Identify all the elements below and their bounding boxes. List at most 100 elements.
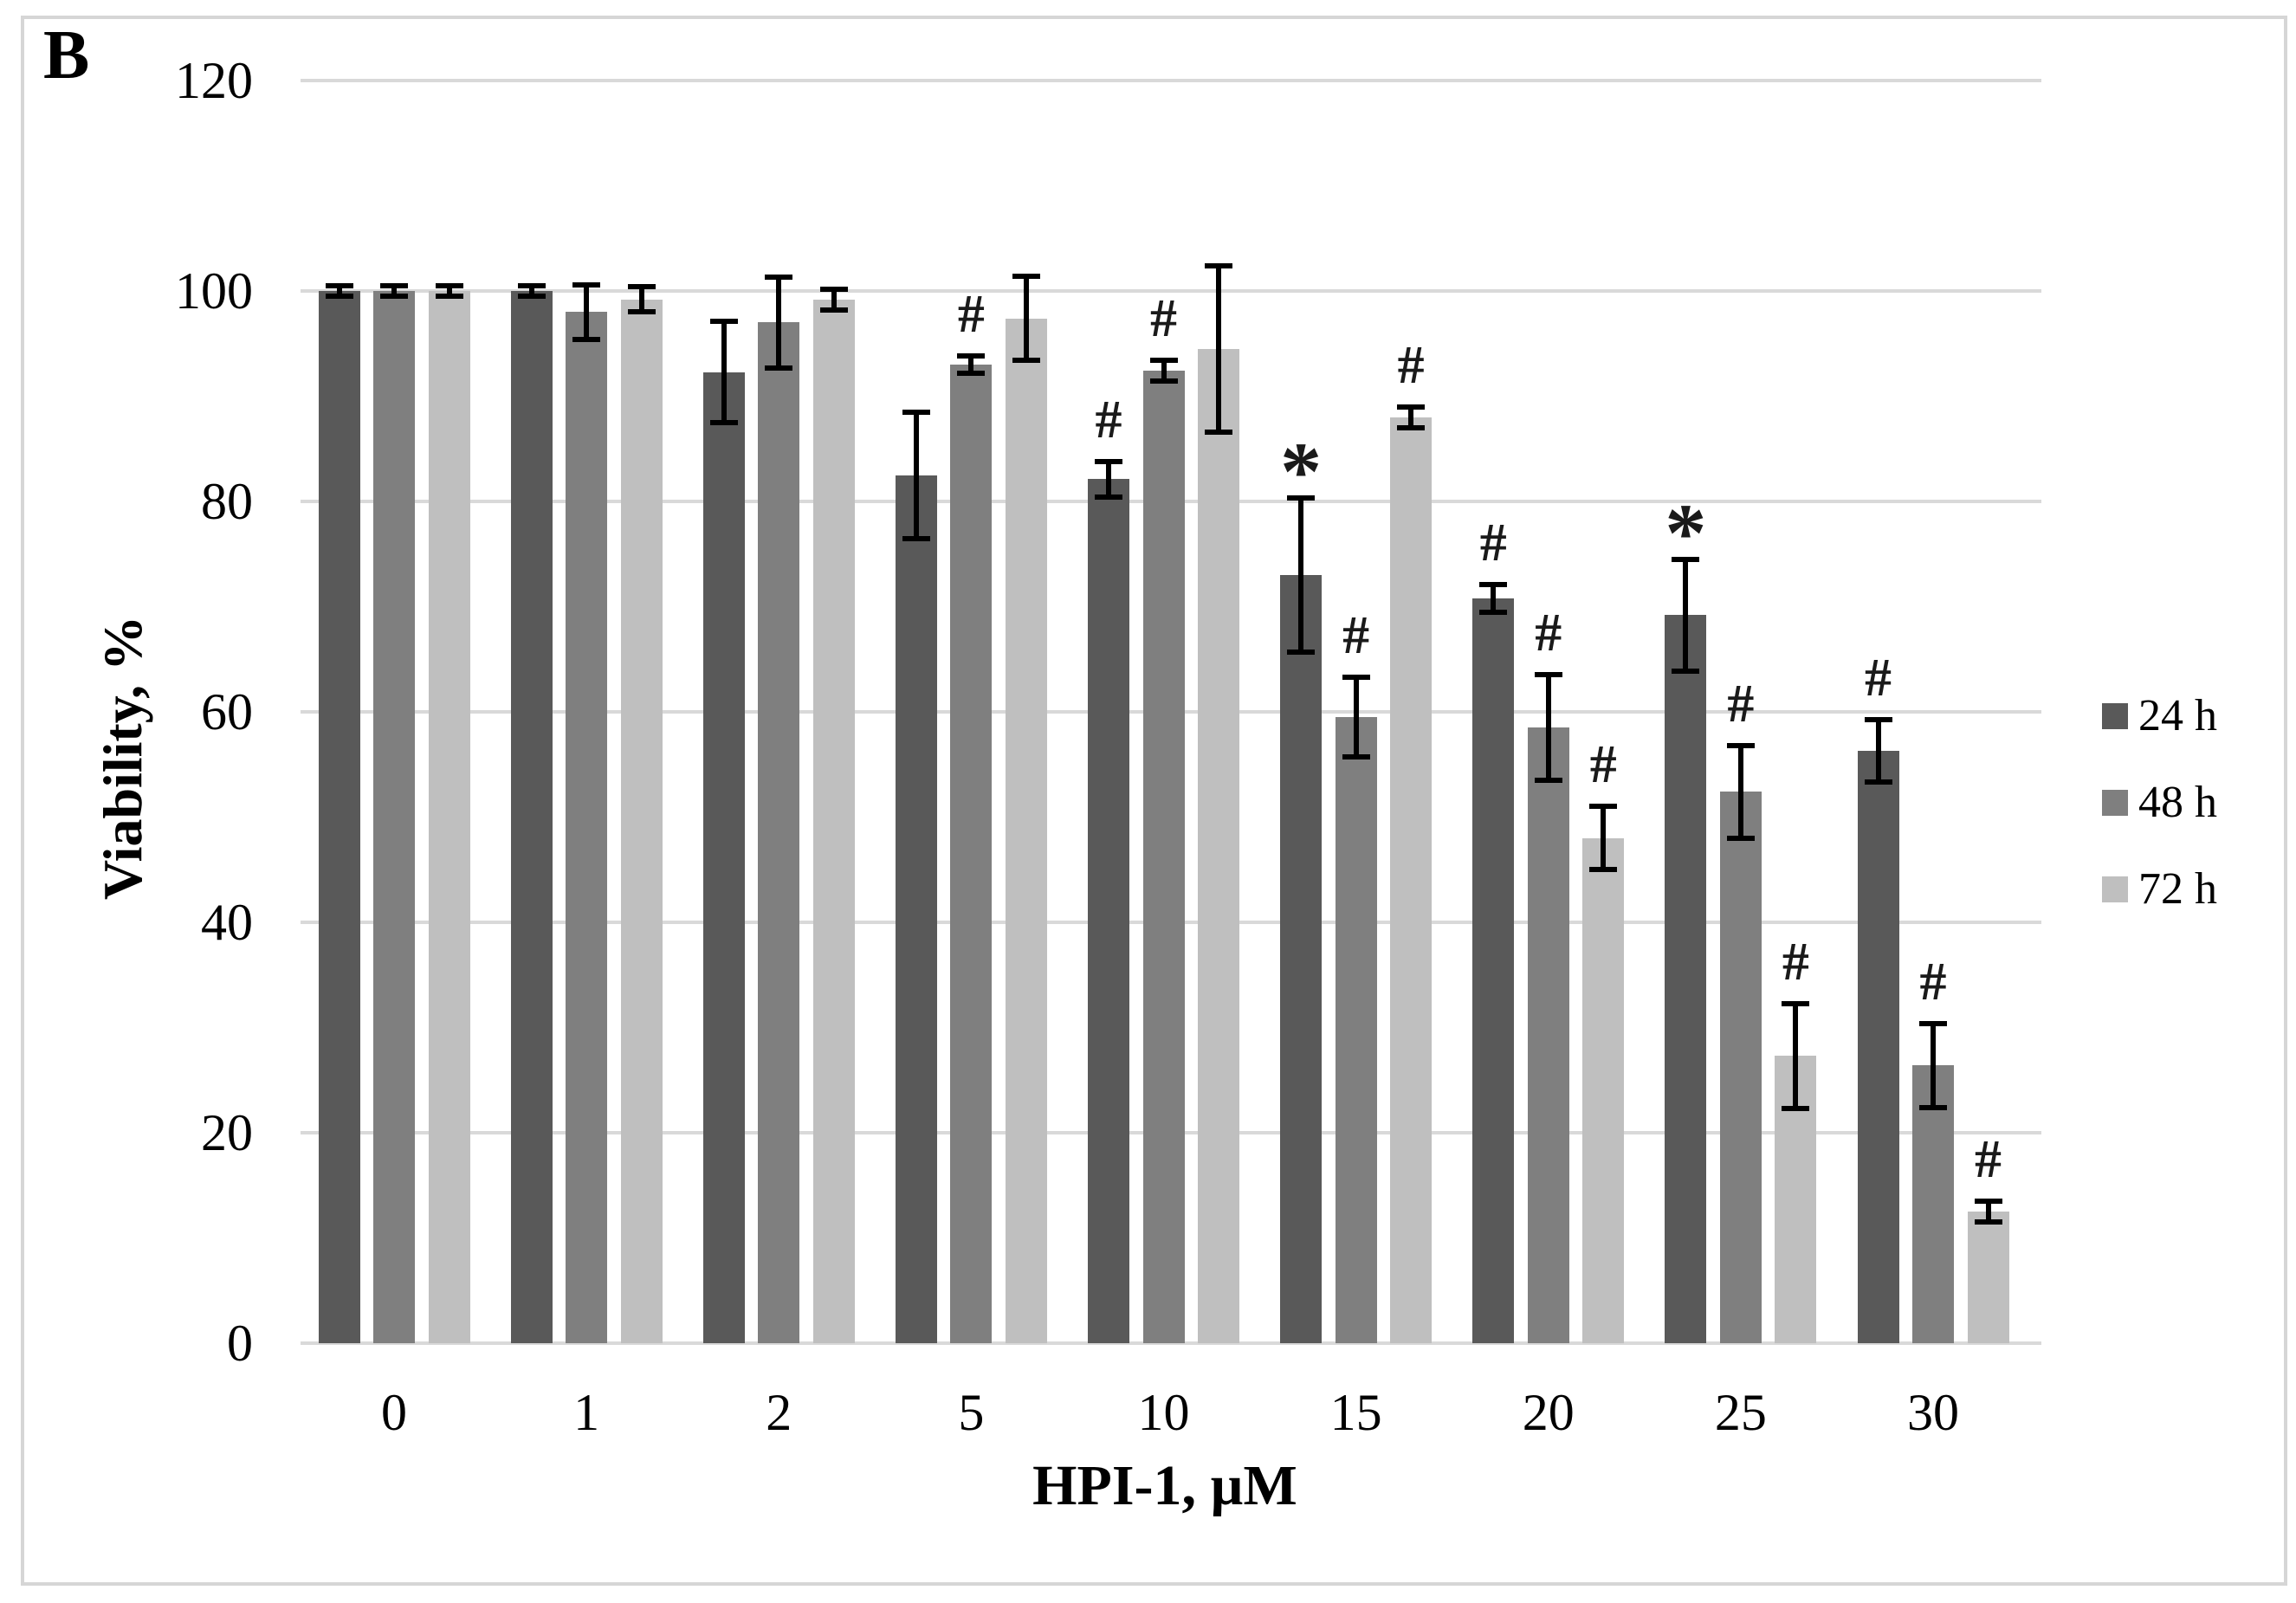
- bar-72h-2: [812, 299, 855, 1343]
- bar-24h-1: [510, 291, 553, 1343]
- error-bar-cap: [709, 419, 738, 425]
- error-bar-cap: [572, 281, 601, 288]
- panel-label: B: [43, 17, 90, 94]
- legend-item: 48 h: [2102, 777, 2217, 829]
- error-bar-cap: [435, 294, 463, 300]
- legend-marker-icon: [2102, 703, 2128, 729]
- bar-72h-1: [620, 299, 663, 1343]
- bar-24h-10: [1088, 479, 1129, 1343]
- error-bar-whisker: [391, 285, 397, 297]
- error-bar-cap: [957, 370, 986, 376]
- error-bar-cap: [1479, 609, 1508, 615]
- error-bar-whisker: [446, 285, 452, 297]
- legend-item: 24 h: [2102, 690, 2217, 742]
- y-tick-label: 40: [201, 894, 253, 951]
- error-bar-cap: [1589, 804, 1618, 810]
- bar-24h-0: [318, 291, 360, 1343]
- significance-marker: #: [957, 285, 985, 345]
- error-bar-cap: [1864, 716, 1892, 722]
- x-tick-label: 20: [1522, 1384, 1575, 1441]
- error-bar-cap: [380, 282, 408, 288]
- y-tick-label: 20: [201, 1104, 253, 1161]
- bar-24h-15: [1280, 575, 1323, 1343]
- error-bar-cap: [1864, 779, 1892, 785]
- bar-72h-0: [428, 291, 470, 1343]
- significance-marker: #: [1975, 1129, 2002, 1189]
- error-bar-whisker: [721, 321, 727, 423]
- gridline: [301, 79, 2041, 82]
- error-bar-cap: [902, 535, 930, 541]
- significance-marker: #: [1342, 605, 1370, 665]
- significance-marker: #: [1479, 513, 1507, 572]
- error-bar-cap: [819, 307, 848, 313]
- error-bar-whisker: [913, 411, 919, 539]
- error-bar-cap: [1974, 1219, 2002, 1225]
- error-bar-whisker: [1491, 584, 1497, 612]
- error-bar-cap: [1726, 835, 1755, 841]
- legend-label: 48 h: [2138, 778, 2217, 827]
- error-bar-cap: [1287, 495, 1316, 501]
- error-bar-cap: [627, 309, 656, 315]
- error-bar-cap: [902, 409, 930, 415]
- error-bar-cap: [1205, 262, 1232, 268]
- error-bar-cap: [709, 319, 738, 325]
- legend-marker-icon: [2102, 876, 2128, 902]
- error-bar-cap: [1726, 742, 1755, 748]
- x-tick-label: 0: [381, 1384, 407, 1441]
- significance-marker: #: [1919, 952, 1947, 1012]
- x-tick-label: 15: [1329, 1384, 1382, 1441]
- bar-72h-10: [1198, 348, 1239, 1343]
- error-bar-whisker: [1545, 675, 1551, 780]
- error-bar-whisker: [1353, 676, 1359, 758]
- significance-marker: #: [1727, 674, 1755, 734]
- error-bar-cap: [1479, 581, 1508, 587]
- error-bar-cap: [1287, 649, 1316, 655]
- error-bar-whisker: [1737, 745, 1743, 838]
- y-tick-label: 0: [227, 1315, 253, 1372]
- error-bar-cap: [1782, 1106, 1810, 1112]
- y-tick-label: 120: [175, 52, 253, 109]
- error-bar-cap: [957, 353, 986, 359]
- legend: 24 h 48 h 72 h: [2102, 690, 2217, 950]
- error-bar-cap: [1534, 672, 1562, 678]
- error-bar-whisker: [528, 285, 534, 297]
- bar-24h-25: [1665, 615, 1707, 1343]
- error-bar-cap: [1919, 1020, 1947, 1026]
- error-bar-cap: [819, 286, 848, 292]
- bar-48h-2: [758, 322, 800, 1343]
- error-bar-whisker: [1161, 360, 1167, 382]
- x-axis-title: HPI-1, µM: [1032, 1454, 1297, 1517]
- error-bar-cap: [517, 294, 546, 300]
- error-bar-whisker: [831, 288, 837, 310]
- x-tick-label: 10: [1137, 1384, 1190, 1441]
- error-bar-whisker: [1985, 1200, 1991, 1223]
- bar-24h-2: [702, 372, 745, 1343]
- significance-marker: #: [1589, 735, 1617, 795]
- significance-marker: *: [1280, 425, 1323, 519]
- legend-label: 24 h: [2138, 691, 2217, 740]
- legend-label: 72 h: [2138, 864, 2217, 914]
- bar-48h-25: [1719, 792, 1762, 1343]
- error-bar-cap: [1149, 358, 1178, 364]
- significance-marker: *: [1665, 486, 1707, 579]
- error-bar-whisker: [638, 287, 644, 313]
- y-tick-label: 100: [175, 262, 253, 320]
- error-bar-cap: [435, 282, 463, 288]
- bar-24h-5: [895, 475, 937, 1343]
- error-bar-cap: [325, 294, 353, 300]
- gridline: [301, 289, 2041, 293]
- error-bar-whisker: [1601, 806, 1607, 870]
- error-bar-cap: [1672, 668, 1700, 674]
- bar-72h-5: [1005, 318, 1047, 1343]
- error-bar-cap: [1782, 1000, 1810, 1006]
- error-bar-cap: [1974, 1198, 2002, 1204]
- bar-48h-30: [1912, 1065, 1954, 1343]
- x-tick-label: 5: [958, 1384, 985, 1441]
- error-bar-whisker: [968, 356, 974, 373]
- error-bar-cap: [1589, 867, 1618, 873]
- bar-48h-0: [373, 291, 415, 1343]
- error-bar-whisker: [1793, 1003, 1799, 1109]
- x-tick-label: 30: [1907, 1384, 1959, 1441]
- error-bar-cap: [1205, 429, 1232, 435]
